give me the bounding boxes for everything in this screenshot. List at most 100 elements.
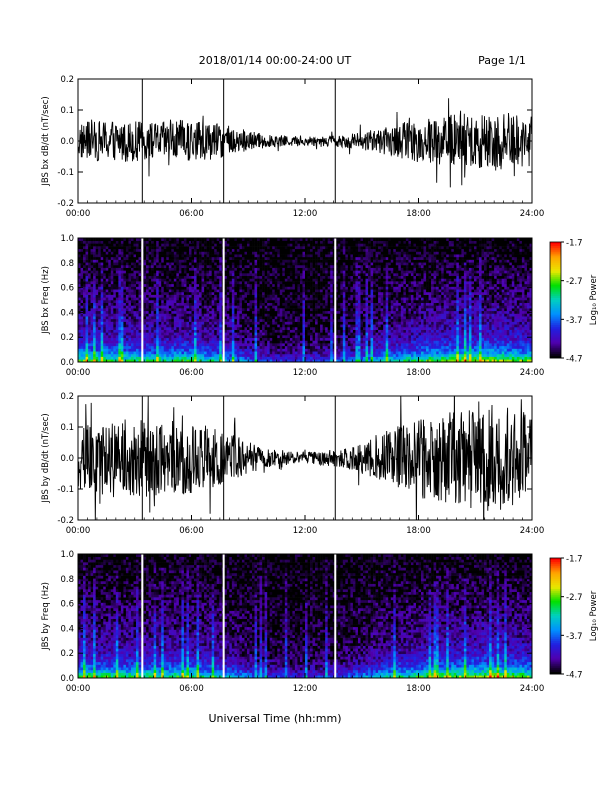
heatmap-cell [176, 256, 180, 260]
heatmap-cell [166, 310, 170, 314]
heatmap-cell [330, 343, 334, 347]
heatmap-cell [199, 343, 202, 347]
heatmap-cell [130, 281, 134, 285]
heatmap-cell [299, 340, 303, 344]
heatmap-cell [173, 351, 177, 355]
heatmap-cell [85, 351, 89, 355]
heatmap-cell [163, 332, 167, 336]
heatmap-cell [161, 356, 165, 360]
heatmap-cell [201, 343, 205, 347]
heatmap-cell [312, 308, 316, 312]
heatmap-cell [325, 305, 328, 309]
heatmap-cell [183, 329, 187, 333]
heatmap-cell [325, 318, 328, 322]
heatmap-cell [269, 324, 273, 328]
heatmap-cell [269, 318, 273, 322]
heatmap-cell [118, 340, 122, 344]
heatmap-cell [136, 243, 139, 247]
heatmap-cell [337, 348, 341, 352]
heatmap-cell [123, 343, 127, 347]
heatmap-cell [287, 294, 291, 298]
heatmap-cell [284, 300, 288, 303]
heatmap-cell [143, 329, 147, 333]
heatmap-cell [241, 259, 245, 263]
heatmap-cell [98, 273, 101, 277]
heatmap-cell [214, 359, 218, 362]
heatmap-cell [181, 283, 185, 287]
heatmap-cell [305, 335, 308, 339]
heatmap-cell [259, 308, 263, 312]
heatmap-cell [342, 246, 346, 250]
heatmap-cell [118, 262, 122, 266]
heatmap-cell [153, 262, 157, 266]
heatmap-cell [315, 254, 318, 258]
heatmap-cell [297, 289, 301, 293]
heatmap-cell [262, 273, 265, 277]
heatmap-cell [191, 289, 195, 293]
heatmap-cell [85, 243, 89, 247]
heatmap-cell [98, 316, 101, 320]
heatmap-cell [171, 270, 175, 274]
heatmap-cell [123, 300, 127, 303]
heatmap-cell [332, 275, 336, 279]
heatmap-cell [241, 297, 245, 301]
heatmap-cell [176, 281, 180, 285]
heatmap-cell [136, 289, 139, 293]
heatmap-cell [158, 313, 162, 317]
heatmap-cell [239, 324, 243, 328]
heatmap-cell [294, 289, 298, 293]
heatmap-cell [294, 302, 298, 306]
heatmap-cell [287, 246, 291, 250]
heatmap-cell [93, 345, 96, 349]
heatmap-cell [231, 359, 235, 362]
y-tick-label: 0.2 [60, 75, 74, 85]
heatmap-cell [209, 329, 212, 333]
heatmap-cell [249, 267, 253, 271]
heatmap-cell [272, 291, 276, 295]
heatmap-cell [302, 340, 306, 344]
heatmap-cell [294, 238, 298, 241]
heatmap-cell [299, 283, 303, 287]
heatmap-cell [110, 243, 114, 247]
heatmap-cell [211, 324, 215, 328]
heatmap-cell [173, 340, 177, 344]
heatmap-cell [98, 337, 101, 341]
heatmap-cell [176, 264, 180, 268]
heatmap-cell [292, 248, 296, 252]
heatmap-cell [103, 324, 107, 328]
heatmap-cell [302, 270, 306, 274]
heatmap-cell [292, 246, 296, 250]
heatmap-cell [103, 321, 107, 325]
heatmap-cell [161, 243, 165, 247]
heatmap-cell [204, 353, 207, 357]
heatmap-cell [206, 264, 210, 268]
heatmap-cell [299, 275, 303, 279]
heatmap-cell [274, 313, 278, 317]
heatmap-cell [173, 283, 177, 287]
heatmap-cell [148, 348, 152, 352]
heatmap-cell [310, 278, 313, 282]
heatmap-cell [345, 353, 349, 357]
heatmap-cell [85, 262, 89, 266]
heatmap-cell [229, 359, 233, 362]
heatmap-cell [216, 283, 220, 287]
heatmap-cell [80, 275, 84, 279]
heatmap-cell [234, 329, 238, 333]
heatmap-cell [224, 278, 228, 282]
heatmap-cell [151, 256, 154, 260]
heatmap-cell [93, 337, 96, 341]
heatmap-cell [143, 340, 147, 344]
y-tick-label: 0.0 [60, 137, 74, 147]
heatmap-cell [156, 240, 160, 244]
heatmap-cell [257, 343, 260, 347]
heatmap-cell [254, 318, 258, 322]
heatmap-cell [257, 246, 260, 250]
heatmap-cell [133, 335, 137, 339]
heatmap-cell [214, 348, 218, 352]
heatmap-cell [130, 270, 134, 274]
heatmap-cell [133, 297, 137, 301]
heatmap-cell [315, 313, 318, 317]
heatmap-cell [246, 326, 250, 330]
heatmap-cell [166, 264, 170, 268]
heatmap-cell [345, 335, 349, 339]
